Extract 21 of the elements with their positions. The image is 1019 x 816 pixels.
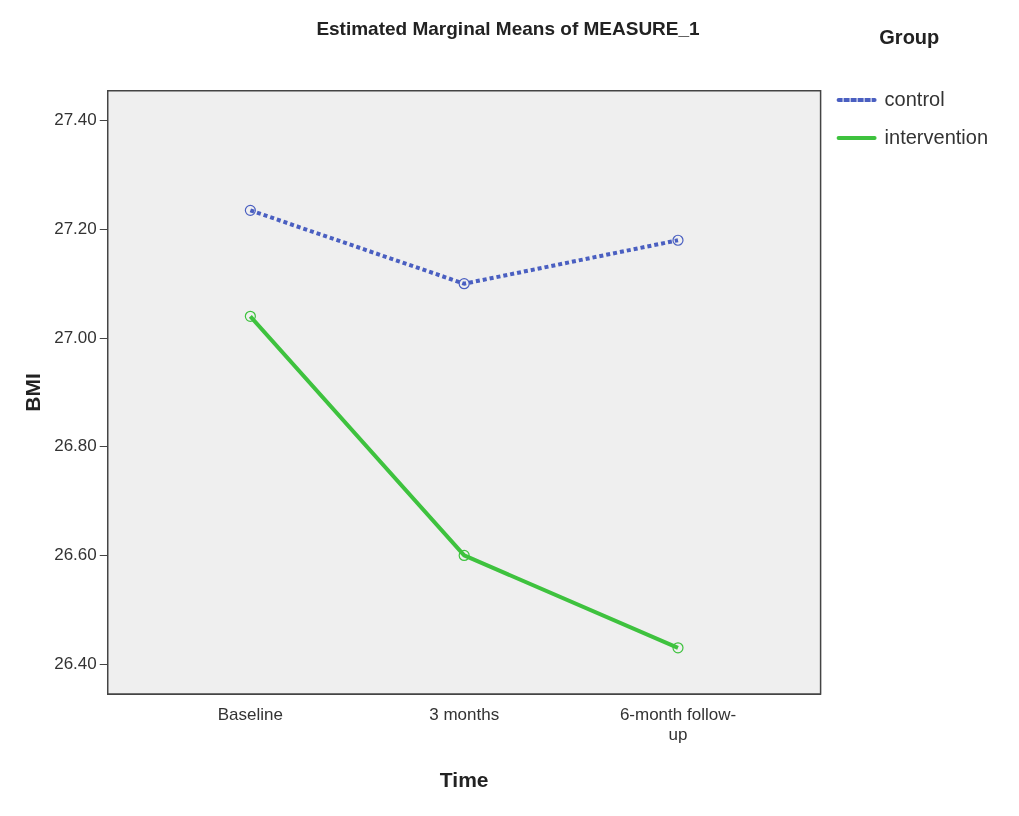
point <box>244 310 256 322</box>
legend-label: intervention <box>884 125 989 148</box>
x-tick-label: 3 months <box>429 704 500 724</box>
x-axis-title: Time <box>439 768 489 792</box>
point <box>672 642 684 654</box>
x-tick-label: 6-month follow-up <box>619 704 737 745</box>
y-tick-label: 27.00 <box>54 327 97 347</box>
point <box>458 278 470 290</box>
y-tick-label: 27.40 <box>54 110 97 130</box>
point <box>672 234 684 246</box>
legend-title: Group <box>879 25 940 48</box>
y-tick-label: 27.20 <box>54 219 97 239</box>
y-tick-label: 26.40 <box>54 653 97 673</box>
y-tick-label: 26.60 <box>54 545 97 565</box>
y-axis-title: BMI <box>21 373 45 412</box>
chart-title: Estimated Marginal Means of MEASURE_1 <box>316 17 701 39</box>
legend-label: control <box>884 87 945 110</box>
x-tick-label: Baseline <box>217 704 283 724</box>
point <box>244 204 256 216</box>
point <box>458 549 470 562</box>
y-tick-label: 26.80 <box>54 436 97 456</box>
